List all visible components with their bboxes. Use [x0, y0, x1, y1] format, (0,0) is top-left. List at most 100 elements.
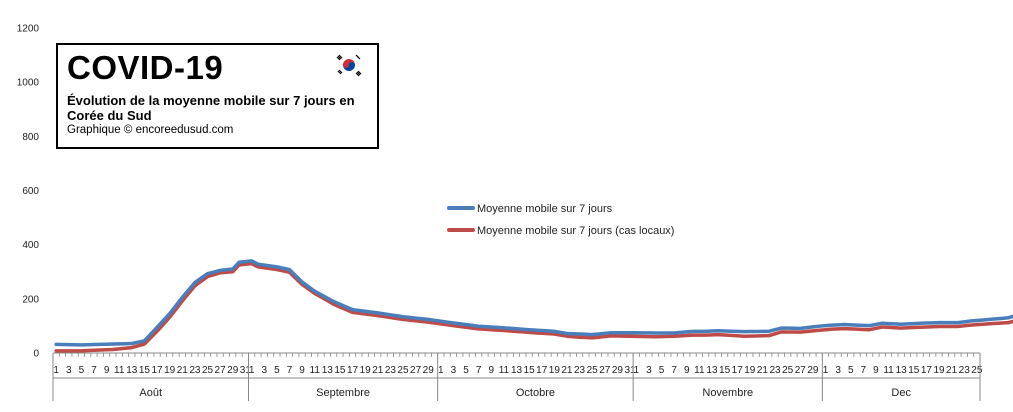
- x-tick-label: 15: [719, 365, 731, 376]
- y-axis: 0 200 400 600 800 1000 1200: [17, 24, 40, 360]
- x-tick-label: 7: [91, 365, 97, 376]
- x-tick-label: 29: [227, 365, 239, 376]
- x-tick-label: 19: [360, 365, 372, 376]
- x-tick-label: 9: [684, 365, 690, 376]
- x-tick-label: 17: [732, 365, 744, 376]
- x-tick-label: 21: [177, 365, 189, 376]
- x-tick-label: 19: [933, 365, 945, 376]
- x-tick-label: 7: [476, 365, 482, 376]
- x-tick-label: 5: [79, 365, 85, 376]
- x-tick-label: 3: [646, 365, 652, 376]
- x-tick-label: 11: [694, 365, 705, 376]
- x-tick-label: 3: [261, 365, 267, 376]
- x-tick-label: 27: [215, 365, 227, 376]
- x-tick-label: 13: [322, 365, 334, 376]
- x-tick-label: 9: [873, 365, 879, 376]
- x-tick-label: 27: [410, 365, 422, 376]
- chart-title: COVID-19: [67, 49, 224, 86]
- legend: Moyenne mobile sur 7 jours Moyenne mobil…: [447, 203, 674, 237]
- chart-credit: Graphique © encoreedusud.com: [67, 124, 234, 136]
- y-tick-label: 1000: [17, 78, 40, 89]
- x-tick-label: 5: [848, 365, 854, 376]
- x-tick-label: 9: [104, 365, 110, 376]
- y-tick-label: 200: [22, 294, 39, 305]
- x-tick-label: 27: [599, 365, 611, 376]
- x-tick-label: 25: [202, 365, 214, 376]
- x-tick-label: 17: [921, 365, 933, 376]
- x-tick-label: 17: [151, 365, 163, 376]
- x-tick-label: 31: [624, 365, 636, 376]
- x-tick-label: 23: [959, 365, 971, 376]
- legend-label-7day-average: Moyenne mobile sur 7 jours: [477, 203, 613, 215]
- month-label: Août: [139, 387, 162, 399]
- x-tick-label: 13: [706, 365, 718, 376]
- x-tick-label: 1: [823, 365, 829, 376]
- legend-label-7day-average-local: Moyenne mobile sur 7 jours (cas locaux): [477, 225, 674, 237]
- x-tick-label: 21: [946, 365, 958, 376]
- south-korea-flag-icon: [334, 53, 364, 77]
- y-tick-label: 600: [22, 186, 39, 197]
- x-tick-label: 5: [274, 365, 280, 376]
- x-tick-label: 7: [861, 365, 867, 376]
- x-tick-label: 23: [385, 365, 397, 376]
- month-label: Octobre: [516, 387, 555, 399]
- series-line: [54, 261, 1013, 353]
- x-tick-label: 9: [488, 365, 494, 376]
- x-tick-label: 13: [896, 365, 908, 376]
- x-tick-label: 9: [299, 365, 305, 376]
- x-tick-label: 11: [499, 365, 510, 376]
- y-tick-label: 0: [33, 349, 39, 360]
- x-tick-label: 5: [463, 365, 469, 376]
- x-tick-label: 21: [757, 365, 769, 376]
- x-tick-label: 25: [782, 365, 794, 376]
- x-tick-label: 15: [139, 365, 151, 376]
- x-tick-label: 29: [612, 365, 624, 376]
- x-tick-label: 15: [908, 365, 920, 376]
- x-tick-label: 17: [536, 365, 548, 376]
- x-tick-label: 19: [164, 365, 176, 376]
- y-tick-label: 400: [22, 240, 39, 251]
- x-tick-label: 21: [372, 365, 384, 376]
- series-line: [54, 259, 1013, 347]
- x-tick-label: 25: [587, 365, 599, 376]
- x-tick-label: 5: [659, 365, 665, 376]
- x-tick-label: 23: [769, 365, 781, 376]
- x-tick-label: 19: [549, 365, 561, 376]
- x-tick-label: 1: [53, 365, 59, 376]
- x-tick-label: 19: [744, 365, 756, 376]
- x-tick-label: 25: [971, 365, 983, 376]
- x-tick-label: 11: [883, 365, 894, 376]
- x-tick-label: 1: [634, 365, 640, 376]
- x-tick-label: 31: [240, 365, 252, 376]
- x-tick-label: 23: [189, 365, 201, 376]
- y-tick-label: 800: [22, 132, 39, 143]
- x-tick-label: 13: [126, 365, 138, 376]
- x-tick-label: 7: [671, 365, 677, 376]
- x-tick-label: 11: [114, 365, 125, 376]
- x-tick-label: 3: [451, 365, 457, 376]
- x-tick-label: 13: [511, 365, 523, 376]
- x-tick-label: 3: [835, 365, 841, 376]
- x-tick-label: 17: [347, 365, 359, 376]
- x-tick-label: 15: [524, 365, 536, 376]
- month-label: Dec: [891, 387, 911, 399]
- x-tick-label: 29: [807, 365, 819, 376]
- series-layer: [54, 259, 1013, 353]
- month-label: Septembre: [316, 387, 370, 399]
- y-tick-label: 1200: [17, 24, 40, 35]
- x-tick-label: 27: [795, 365, 807, 376]
- x-tick-label: 3: [66, 365, 72, 376]
- x-tick-label: 15: [334, 365, 346, 376]
- x-tick-label: 21: [561, 365, 573, 376]
- title-box: COVID-19 Évolution de la moyenne mobile …: [56, 43, 379, 149]
- x-tick-label: 29: [423, 365, 435, 376]
- x-tick-label: 1: [249, 365, 255, 376]
- x-tick-label: 7: [287, 365, 293, 376]
- x-tick-label: 11: [310, 365, 321, 376]
- x-tick-label: 1: [438, 365, 444, 376]
- month-label: Novembre: [702, 387, 753, 399]
- x-tick-label: 25: [397, 365, 409, 376]
- chart-subtitle: Évolution de la moyenne mobile sur 7 jou…: [67, 93, 355, 123]
